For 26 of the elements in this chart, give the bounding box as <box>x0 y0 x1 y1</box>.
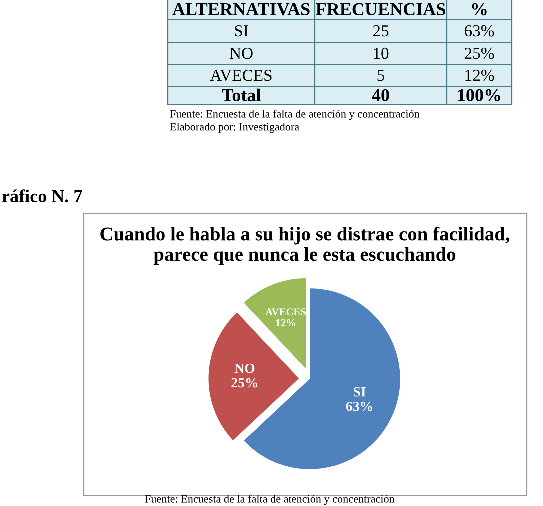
slice-label: NO <box>234 364 255 374</box>
text: Total <box>222 88 261 102</box>
text: Elaborado por: Investigadora <box>170 122 300 134</box>
text: 25 <box>373 25 389 37</box>
text: ráfico N. 7 <box>2 190 82 203</box>
text: SI <box>235 25 248 37</box>
source-note: Fuente: Encuesta de la falta de atención y concentración <box>145 494 395 506</box>
text: NO <box>230 48 253 60</box>
chart-title: Cuando le habla a su hijo se distrae con facilidad, parece que nunca le esta escuchando <box>100 226 510 266</box>
data-label: 25% <box>232 378 258 388</box>
text: 100% <box>458 89 500 102</box>
data-label: 63% <box>346 402 372 412</box>
text: AVECES <box>210 70 272 82</box>
text: % <box>472 3 487 16</box>
text: 12% <box>466 70 494 82</box>
text: 5 <box>378 70 385 82</box>
text: 63% <box>464 25 494 37</box>
text: 25% <box>464 48 494 60</box>
text: 10 <box>374 48 389 60</box>
text: 40 <box>372 89 390 102</box>
text: ALTERNATIVAS <box>172 3 310 16</box>
slice-label: SI <box>354 387 366 397</box>
source-note: Fuente: Encuesta de la falta de atención y concentración <box>170 110 420 120</box>
data-label: 12% <box>276 320 296 327</box>
text: FRECUENCIAS <box>316 3 446 16</box>
slice-label: AVECES <box>266 308 306 316</box>
